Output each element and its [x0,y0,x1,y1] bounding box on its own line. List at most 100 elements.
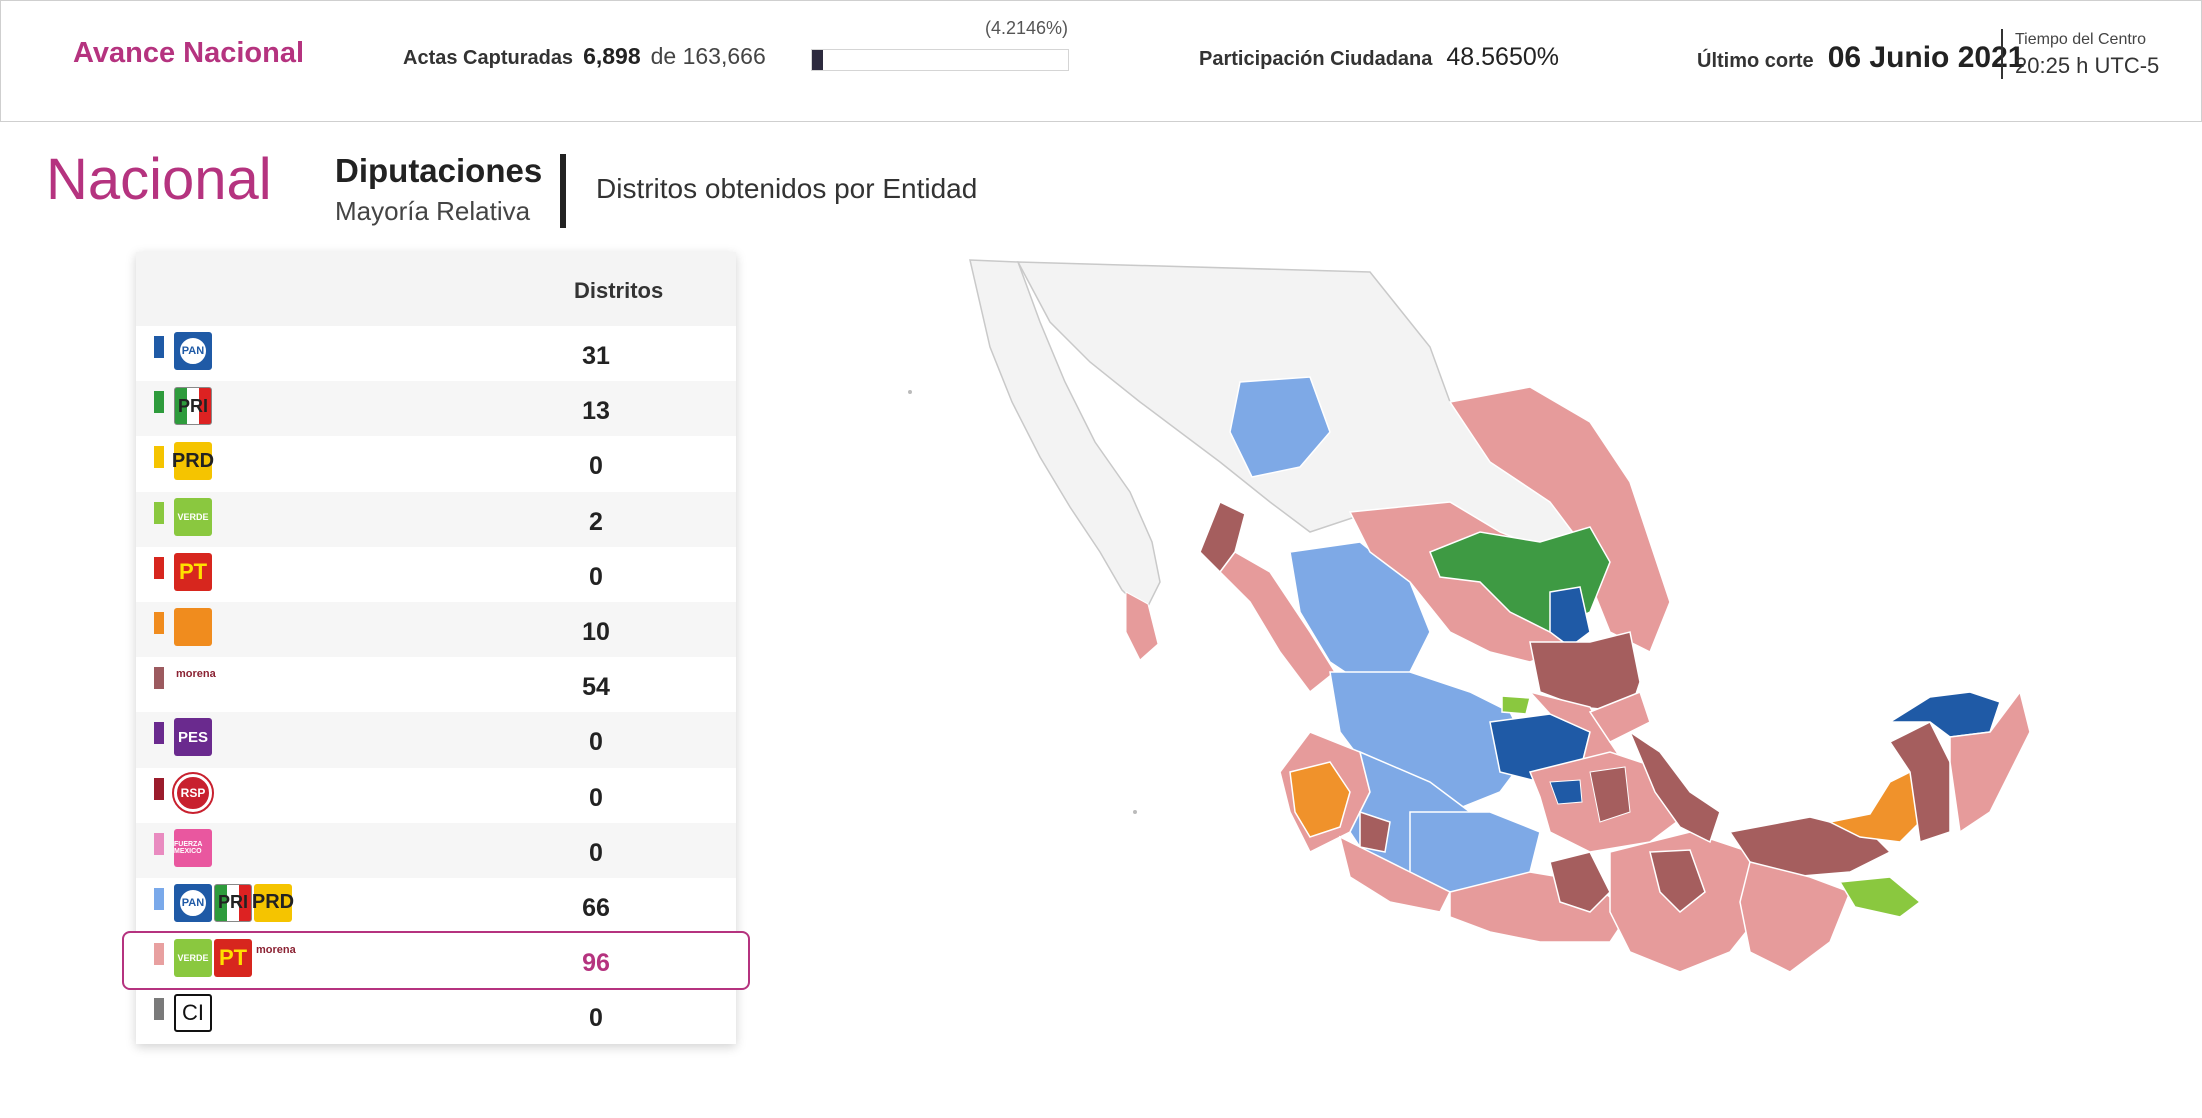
district-count: 66 [582,893,610,922]
district-count: 13 [582,397,610,426]
results-table: Distritos PAN 31 PRI 13 PRD 0 VERDE 2 PT 0 10 moren… [122,252,750,1044]
map-region-puebla-maroon[interactable] [1589,766,1631,823]
district-count: 0 [589,783,603,812]
map-region-baja[interactable] [969,259,1161,614]
map-region-bcs-tip[interactable] [1125,591,1159,661]
map-region-oaxaca-maroon[interactable] [1649,849,1706,914]
party-color-chip [154,336,164,358]
map-region-chihuahua-pan-pri-prd[interactable] [1229,376,1331,478]
map-region-chiapas[interactable] [1739,861,1851,973]
party-color-chip [154,501,164,524]
table-row[interactable]: VERDE 2 [136,491,736,547]
header-divider [2001,29,2003,79]
mc-logo-icon [174,607,212,646]
table-row[interactable]: PT 0 [136,547,736,602]
party-color-chip [154,667,164,690]
map-region-guerrero-maroon[interactable] [1549,851,1611,913]
map-region-michoacan-coast[interactable] [1338,835,1452,913]
table-row[interactable]: PES 0 [136,712,736,768]
participacion-label: Participación Ciudadana [1199,48,1433,70]
map-region-veracruz[interactable] [1628,730,1721,844]
table-row[interactable]: morena 54 [136,657,736,712]
map-region-colima[interactable] [1359,810,1391,853]
table-row[interactable]: PAN 31 [136,326,736,381]
morena-logo-icon: morena [256,944,296,957]
column-header-distritos: Distritos [574,278,664,303]
map-region-yucatan[interactable] [1887,691,2001,738]
party-logos: morena [174,663,218,685]
rsp-logo-icon: RSP [172,771,214,814]
ultimo-corte: Último corte 06 Junio 2021 [1697,41,2024,75]
time-zone: Tiempo del Centro 20:25 h UTC-5 [2015,31,2159,79]
map-region-jalisco-mc[interactable] [1289,761,1351,838]
table-row[interactable]: CI 0 [136,988,736,1043]
mexico-district-map[interactable] [890,252,2050,992]
election-type: Diputaciones Mayoría Relativa [335,152,542,227]
pan-logo-icon: PAN [174,332,212,370]
party-color-chip [154,446,164,469]
brand-title[interactable]: Avance Nacional [73,37,305,69]
table-row[interactable]: RSP 0 [136,768,736,823]
map-region-sinaloa-2[interactable] [1219,551,1336,694]
district-count: 31 [582,342,610,370]
participacion-ciudadana: Participación Ciudadana 48.5650% [1199,43,1559,72]
actas-label: Actas Capturadas [403,47,574,69]
party-color-chip [154,556,164,579]
table-body: PAN 31 PRI 13 PRD 0 VERDE 2 PT 0 10 morena 54 PES 0 RSP… [122,326,750,1043]
map-region-cdmx-pan[interactable] [1549,779,1583,805]
party-color-chip [154,391,164,414]
table-row[interactable]: VERDE PT morena 96 [122,931,750,991]
actas-progress-fill [812,50,823,70]
view-subtitle: Distritos obtenidos por Entidad [596,173,978,204]
actas-capturadas: Actas Capturadas 6,898 de 163,666 [403,43,766,70]
party-logos: VERDE [174,497,212,536]
party-logos: VERDE PT morena [174,939,298,978]
ci-logo-icon: CI [174,994,212,1033]
party-logos: PAN PRI PRD [174,883,294,922]
party-color-chip [154,887,164,910]
table-row[interactable]: PRD 0 [136,436,736,491]
table-row[interactable]: PRI 13 [136,381,736,437]
actas-total: de 163,666 [650,43,766,69]
map-region-chiapas-verde[interactable] [1838,876,1922,918]
fxm-logo-icon: FUERZA MEXICO [174,828,212,867]
prd-logo-icon: PRD [252,883,294,922]
map-region-quintana-roo[interactable] [1949,690,2031,834]
title-divider [560,154,566,228]
pt-logo-icon: PT [214,939,252,978]
pri-logo-icon: PRI [174,387,212,426]
party-color-chip [154,998,164,1021]
table-row[interactable]: PAN PRI PRD 66 [136,878,736,933]
district-count: 0 [589,728,603,757]
page-title: Nacional [46,147,272,212]
table-row[interactable]: 10 [136,601,736,658]
verde-logo-icon: VERDE [174,939,212,978]
district-count: 0 [589,838,603,867]
party-logos: PAN [174,332,212,370]
top-status-bar: Avance Nacional Actas Capturadas 6,898 d… [0,0,2202,122]
election-name: Diputaciones [335,152,543,189]
map-region-aguascalientes[interactable] [1501,695,1531,715]
actas-percent: (4.2146%) [985,18,1069,38]
party-logos: FUERZA MEXICO [174,828,212,867]
district-count: 0 [589,452,603,481]
pes-logo-icon: PES [174,718,212,757]
table-row[interactable]: FUERZA MEXICO 0 [136,822,736,878]
map-region-tamaulipas-north[interactable] [1448,386,1671,654]
participacion-value: 48.5650% [1446,43,1559,71]
party-logos [174,607,212,646]
map-island [1133,810,1137,814]
district-count: 96 [582,949,610,978]
district-count: 0 [589,562,603,591]
party-color-chip [154,943,164,966]
district-count: 54 [582,673,610,702]
party-color-chip [154,832,164,855]
map-island [908,390,912,394]
party-color-chip [154,722,164,745]
party-logos: CI [174,994,212,1033]
map-region-nl-pan[interactable] [1549,586,1591,648]
actas-progress-bar [811,49,1069,71]
district-count: 10 [582,617,610,646]
table-header: Distritos [136,252,736,326]
map-region-veracruz-pink[interactable] [1588,691,1651,743]
